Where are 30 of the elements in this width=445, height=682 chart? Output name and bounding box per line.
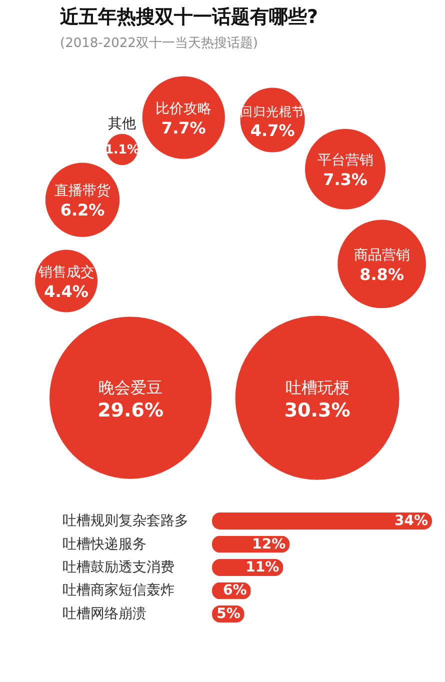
data-label: 7.3%: [323, 170, 368, 190]
data-label: 11%: [246, 560, 280, 576]
data-label: 6.2%: [60, 200, 105, 220]
data-label: 4.7%: [250, 120, 295, 140]
category-label: 吐槽玩梗: [285, 378, 350, 397]
category-label: 晚会爱豆: [98, 378, 163, 397]
category-label: 比价攻略: [156, 100, 212, 117]
data-label: 34%: [394, 513, 428, 530]
category-label: 商品营销: [354, 247, 410, 264]
data-label: 7.7%: [161, 118, 206, 138]
y-tick-label: 吐槽商家短信轰炸: [62, 582, 174, 599]
category-label: 销售成交: [37, 264, 94, 280]
text: (2018-2022双十一当天热搜话题): [60, 36, 258, 51]
data-label: 6%: [223, 582, 247, 599]
bar: [212, 512, 432, 530]
data-label: 30.3%: [284, 400, 350, 422]
y-tick-label: 吐槽快递服务: [62, 536, 146, 552]
data-label: 4.4%: [44, 282, 88, 301]
y-tick-label: 吐槽网络崩溃: [62, 606, 146, 622]
category-label: 其他: [108, 116, 136, 132]
y-tick-label: 吐槽规则复杂套路多: [62, 513, 188, 530]
category-label: 平台营销: [317, 152, 374, 168]
category-label: 直播带货: [54, 183, 110, 200]
data-label: 29.6%: [98, 400, 164, 422]
data-label: 12%: [252, 536, 286, 552]
y-tick-label: 吐槽鼓励透支消费: [62, 560, 174, 576]
text: 近五年热搜双十一话题有哪些?: [59, 6, 318, 28]
data-label: 1.1%: [104, 141, 140, 156]
data-label: 8.8%: [360, 264, 404, 284]
data-label: 5%: [216, 606, 240, 622]
